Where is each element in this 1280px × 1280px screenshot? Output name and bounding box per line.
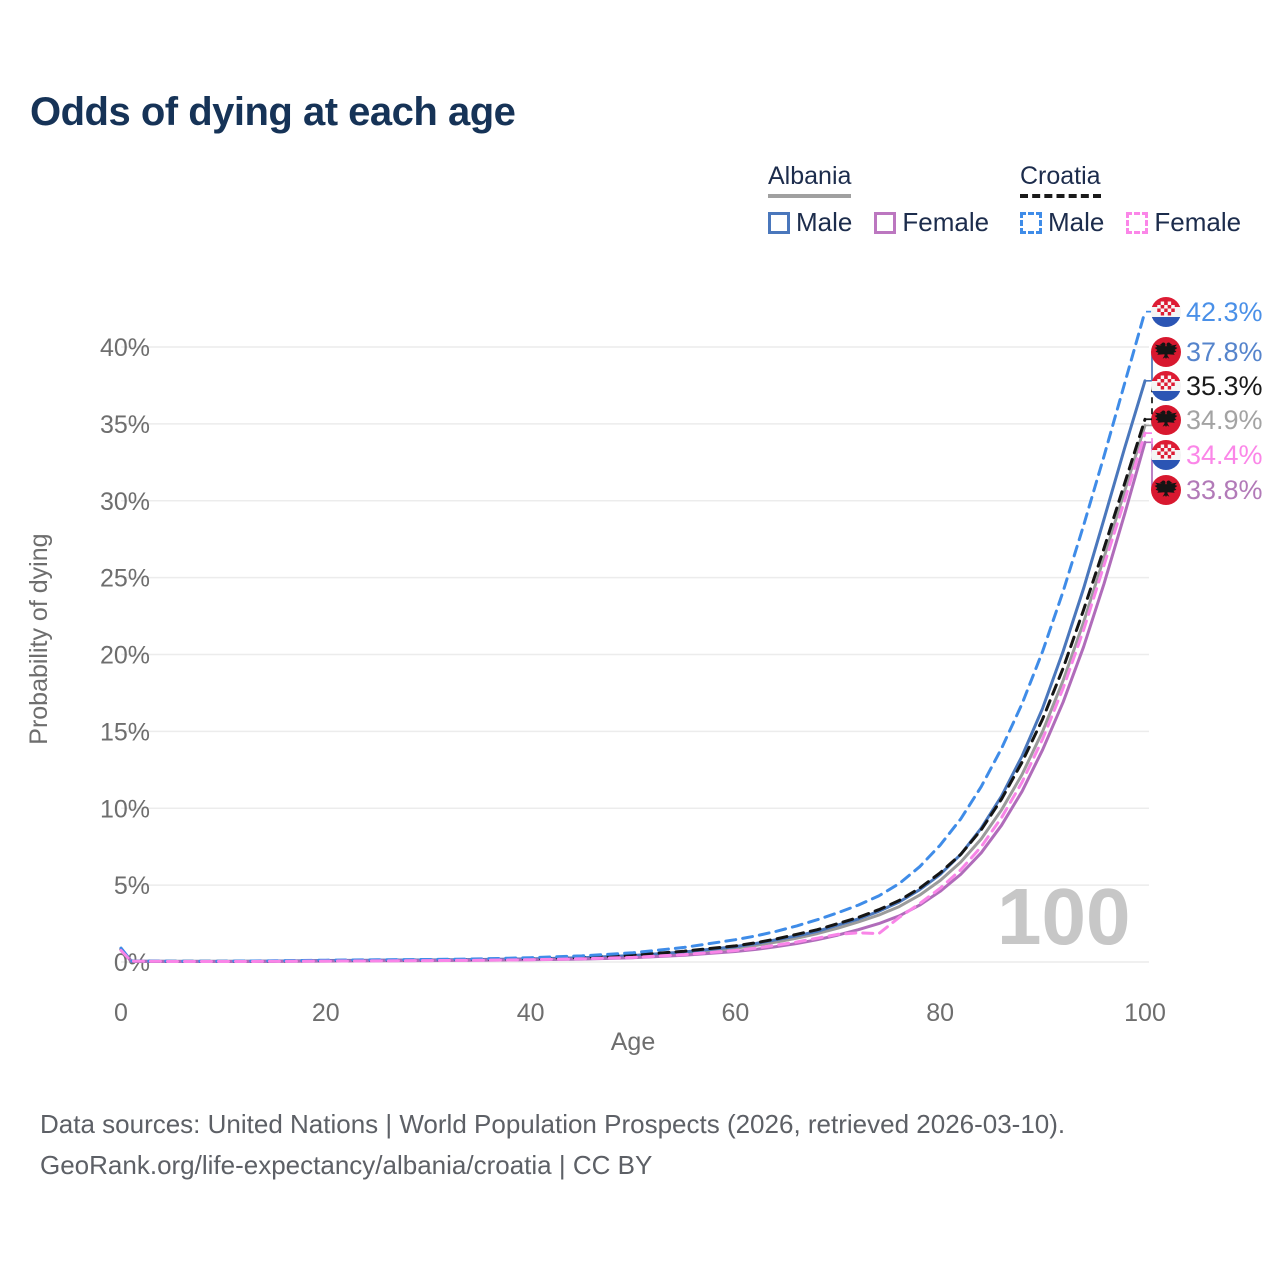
series-line-albania-total[interactable] [119, 423, 1147, 963]
data-source-footer: Data sources: United Nations | World Pop… [40, 1104, 1065, 1186]
y-tick-label: 40% [100, 334, 150, 362]
y-tick-label: 10% [100, 795, 150, 823]
albania-female-swatch-icon [874, 211, 897, 234]
end-label-croatia-total: 35.3% [1186, 371, 1263, 401]
series-line-croatia-total[interactable] [119, 417, 1147, 963]
croatia-female-swatch-icon [1126, 211, 1149, 234]
albania-flag-icon [1151, 475, 1181, 505]
end-label-croatia-male: 42.3% [1186, 297, 1263, 327]
legend-group-croatia: Croatia Male Female [1020, 162, 1241, 238]
x-axis-title: Age [611, 1028, 655, 1056]
legend-item-albania-male[interactable]: Male [768, 207, 852, 238]
legend-item-label: Male [796, 207, 853, 237]
y-tick-label: 35% [100, 411, 150, 439]
page-title: Odds of dying at each age [30, 90, 516, 134]
croatia-flag-icon [1151, 371, 1181, 401]
x-tick-label: 40 [517, 999, 545, 1027]
croatia-male-swatch-icon [1020, 211, 1042, 234]
albania-male-swatch-icon [768, 211, 790, 234]
x-tick-label: 0 [114, 999, 128, 1027]
legend-item-label: Male [1048, 207, 1105, 237]
legend-group-albania: Albania Male Female [768, 162, 989, 238]
y-tick-label: 25% [100, 565, 150, 593]
footer-line-1: Data sources: United Nations | World Pop… [40, 1109, 1066, 1139]
series-line-albania-male[interactable] [119, 379, 1147, 963]
legend-item-croatia-male[interactable]: Male [1020, 207, 1104, 238]
legend-group-title-croatia: Croatia [1020, 162, 1101, 198]
y-tick-label: 5% [114, 872, 150, 900]
legend-items: Male Female [768, 207, 989, 238]
croatia-flag-icon [1151, 440, 1181, 470]
y-tick-label: 30% [100, 488, 150, 516]
age-watermark: 100 [997, 872, 1130, 961]
x-tick-label: 20 [312, 999, 340, 1027]
legend-item-label: Female [902, 207, 990, 237]
legend: Albania Male Female Croatia Male [0, 162, 1280, 242]
y-tick-label: 15% [100, 718, 150, 746]
leader-line-croatia-female [1146, 432, 1155, 456]
leader-line-croatia-total [1146, 385, 1155, 421]
legend-item-albania-female[interactable]: Female [874, 207, 989, 238]
end-label-albania-total: 34.9% [1186, 405, 1263, 435]
y-axis-title: Probability of dying [25, 534, 53, 745]
y-tick-label: 20% [100, 642, 150, 670]
x-tick-label: 100 [1124, 999, 1166, 1027]
legend-items: Male Female [1020, 207, 1241, 238]
end-label-croatia-female: 34.4% [1186, 440, 1263, 470]
end-label-albania-male: 37.8% [1186, 337, 1263, 367]
footer-line-2: GeoRank.org/life-expectancy/albania/croa… [40, 1150, 653, 1180]
series-line-croatia-female[interactable] [119, 431, 1147, 963]
croatia-flag-icon [1151, 297, 1181, 327]
x-tick-label: 80 [926, 999, 954, 1027]
albania-flag-icon [1151, 405, 1181, 435]
series-line-albania-female[interactable] [119, 440, 1147, 963]
x-tick-label: 60 [721, 999, 749, 1027]
legend-group-title-albania: Albania [768, 162, 852, 198]
series-line-croatia-male[interactable] [119, 310, 1147, 963]
y-tick-label: 0% [114, 949, 150, 977]
albania-flag-icon [1151, 337, 1181, 367]
legend-item-label: Female [1154, 207, 1242, 237]
legend-item-croatia-female[interactable]: Female [1126, 207, 1241, 238]
end-label-albania-female: 33.8% [1186, 475, 1263, 505]
